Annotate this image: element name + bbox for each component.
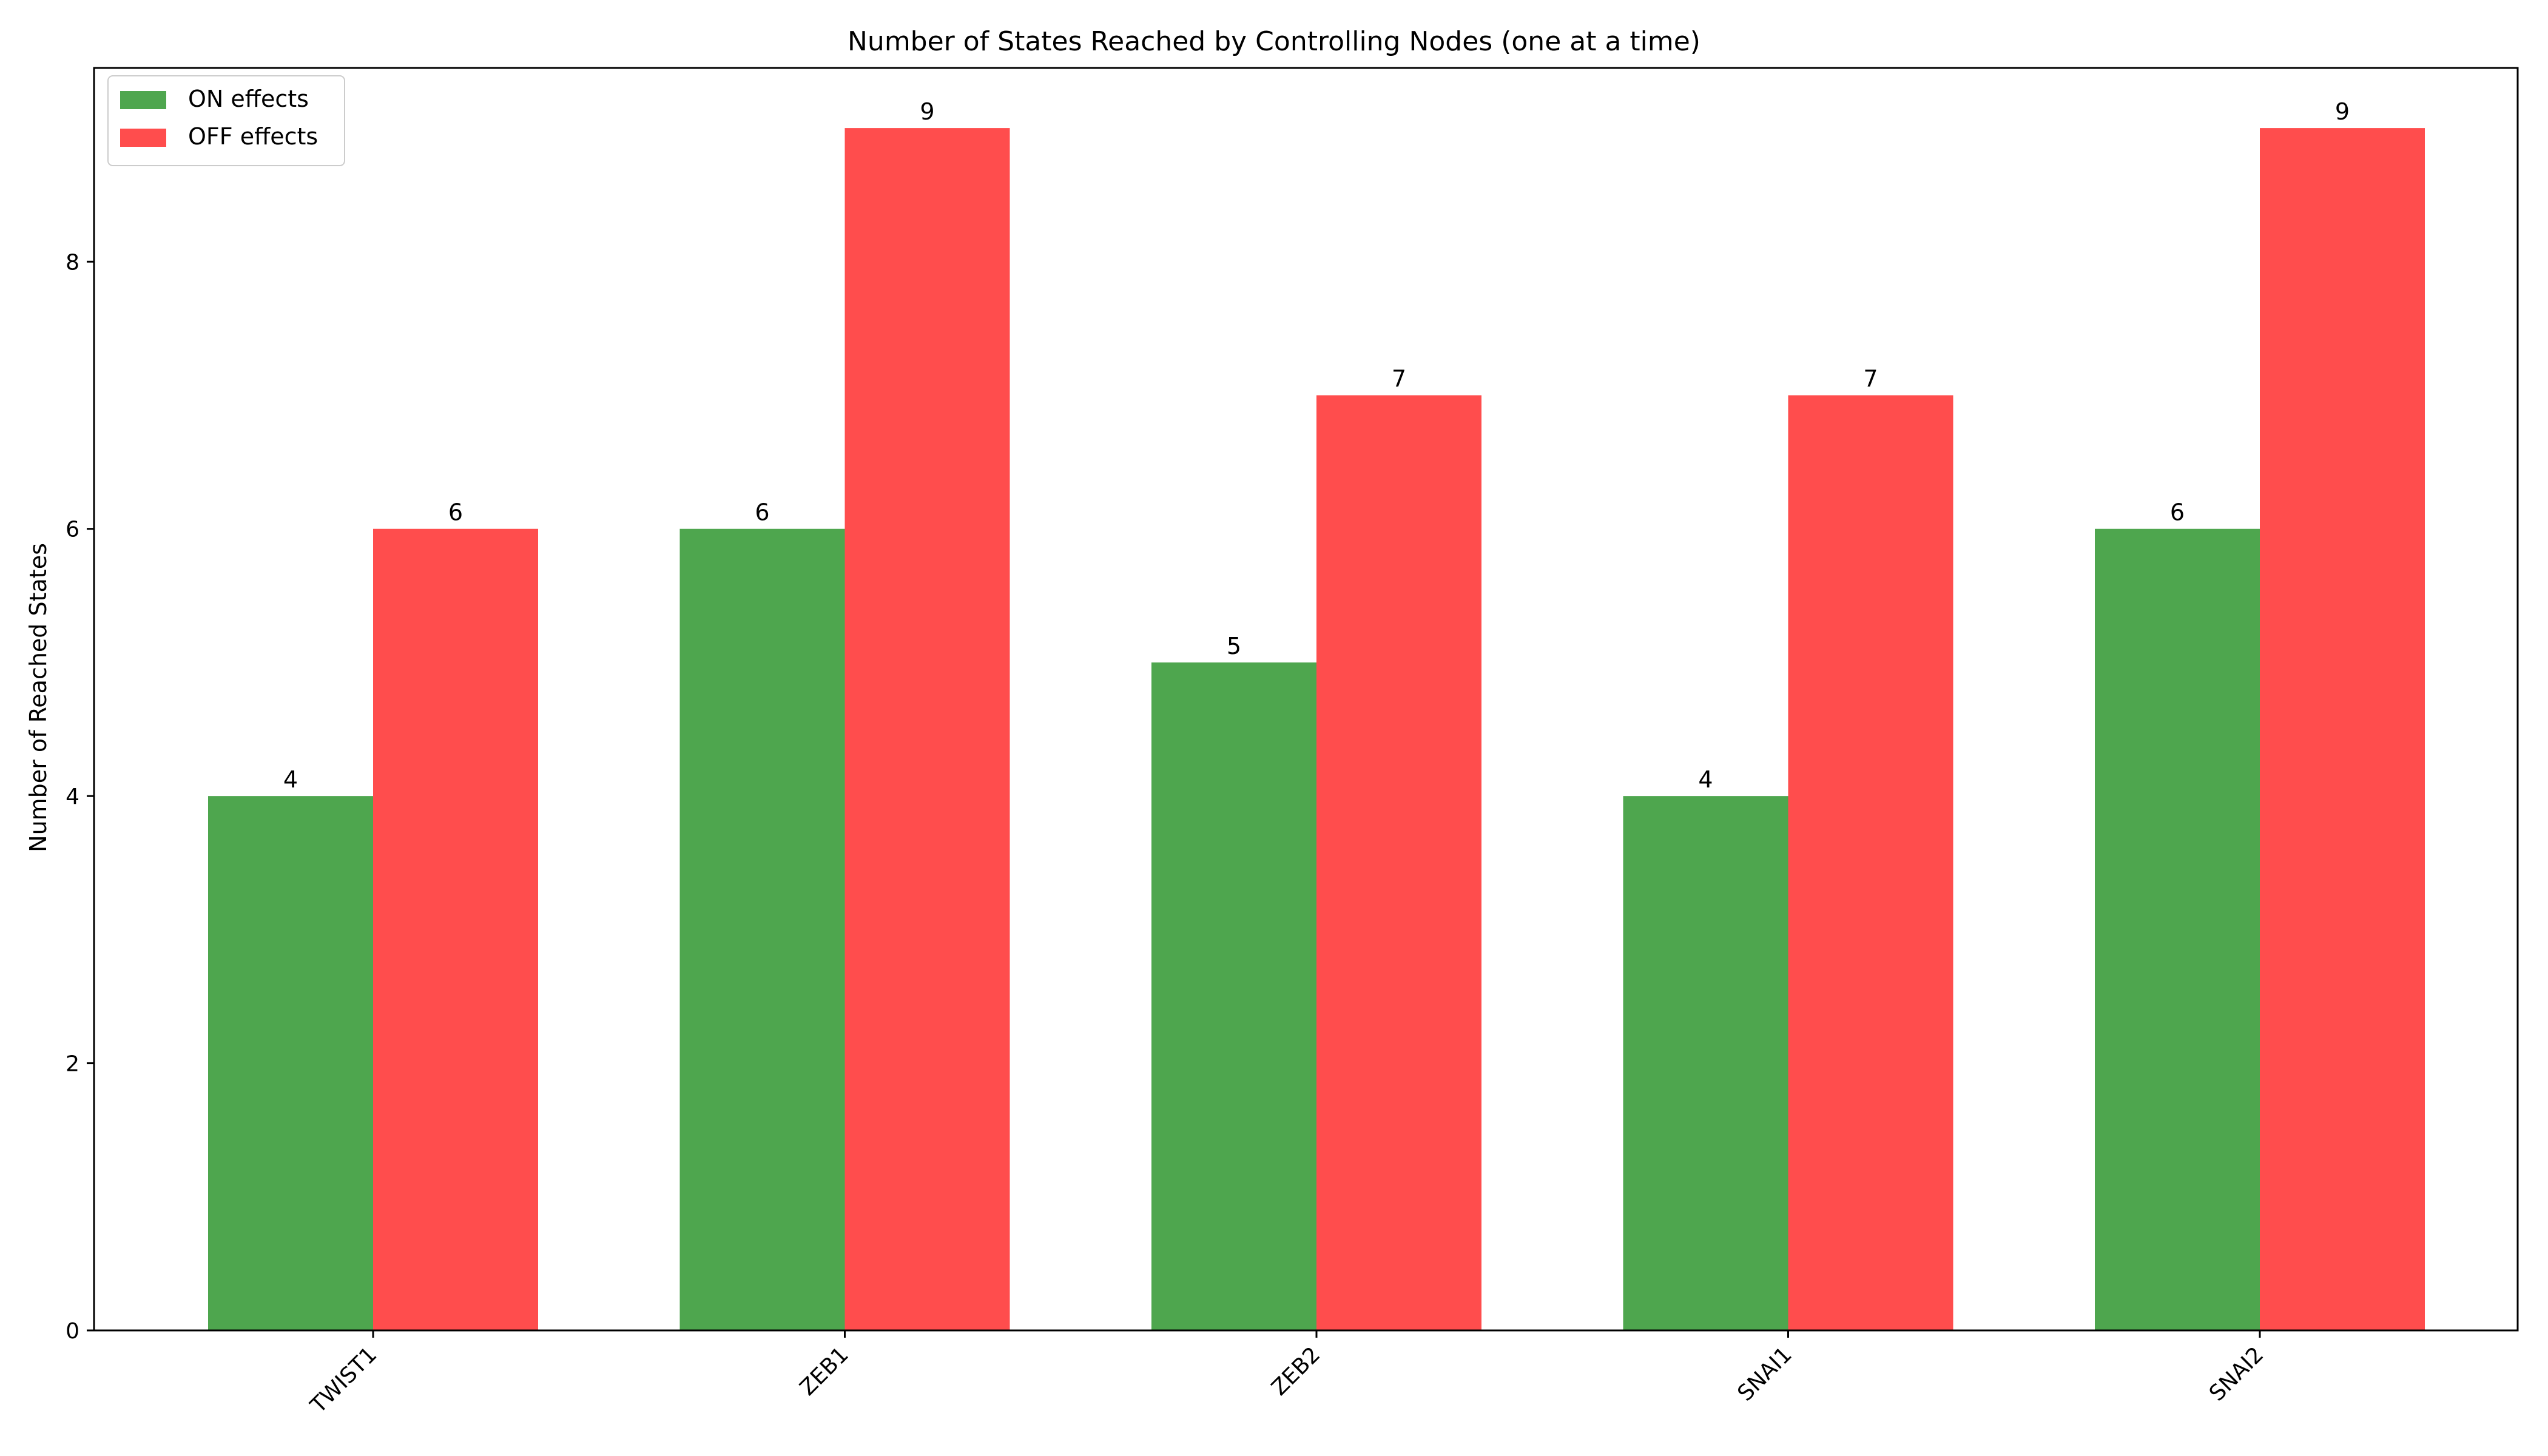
y-tick-label: 0 [66, 1319, 79, 1344]
bar-value-label: 7 [1863, 366, 1878, 393]
chart-title: Number of States Reached by Controlling … [848, 26, 1700, 57]
bar-zeb2-on [1151, 662, 1316, 1330]
bar-value-label: 4 [283, 766, 298, 793]
bar-value-label: 5 [1227, 633, 1241, 659]
bar-value-label: 6 [755, 499, 769, 526]
plot-frame [93, 67, 2519, 1332]
bar-snai2-on [2095, 528, 2260, 1330]
bar-twist1-off [373, 528, 538, 1330]
y-tick-label: 6 [66, 517, 79, 542]
bar-zeb1-off [844, 128, 1010, 1331]
y-tick-label: 4 [66, 784, 79, 809]
bar-snai2-off [2260, 128, 2425, 1331]
legend-box [107, 75, 345, 166]
bar-snai1-off [1788, 395, 1953, 1330]
y-axis-label: Number of Reached States [25, 543, 52, 852]
bar-value-label: 7 [1392, 366, 1406, 393]
legend-swatch-off [120, 129, 166, 147]
bar-snai1-on [1623, 796, 1788, 1330]
bar-twist1-on [208, 796, 373, 1330]
y-tick-label: 2 [66, 1052, 79, 1077]
legend-label-on: ON effects [188, 86, 309, 112]
bar-value-label: 6 [2170, 499, 2185, 526]
bar-zeb2-off [1316, 395, 1481, 1330]
legend: ON effects OFF effects [107, 75, 345, 166]
bar-value-label: 4 [1698, 766, 1713, 793]
legend-swatch-on [120, 91, 166, 109]
y-tick-label: 8 [66, 250, 79, 275]
bar-value-label: 9 [2335, 98, 2350, 125]
bar-zeb1-on [679, 528, 845, 1330]
bar-value-label: 9 [920, 98, 934, 125]
legend-label-off: OFF effects [188, 123, 318, 150]
bar-value-label: 6 [448, 499, 463, 526]
